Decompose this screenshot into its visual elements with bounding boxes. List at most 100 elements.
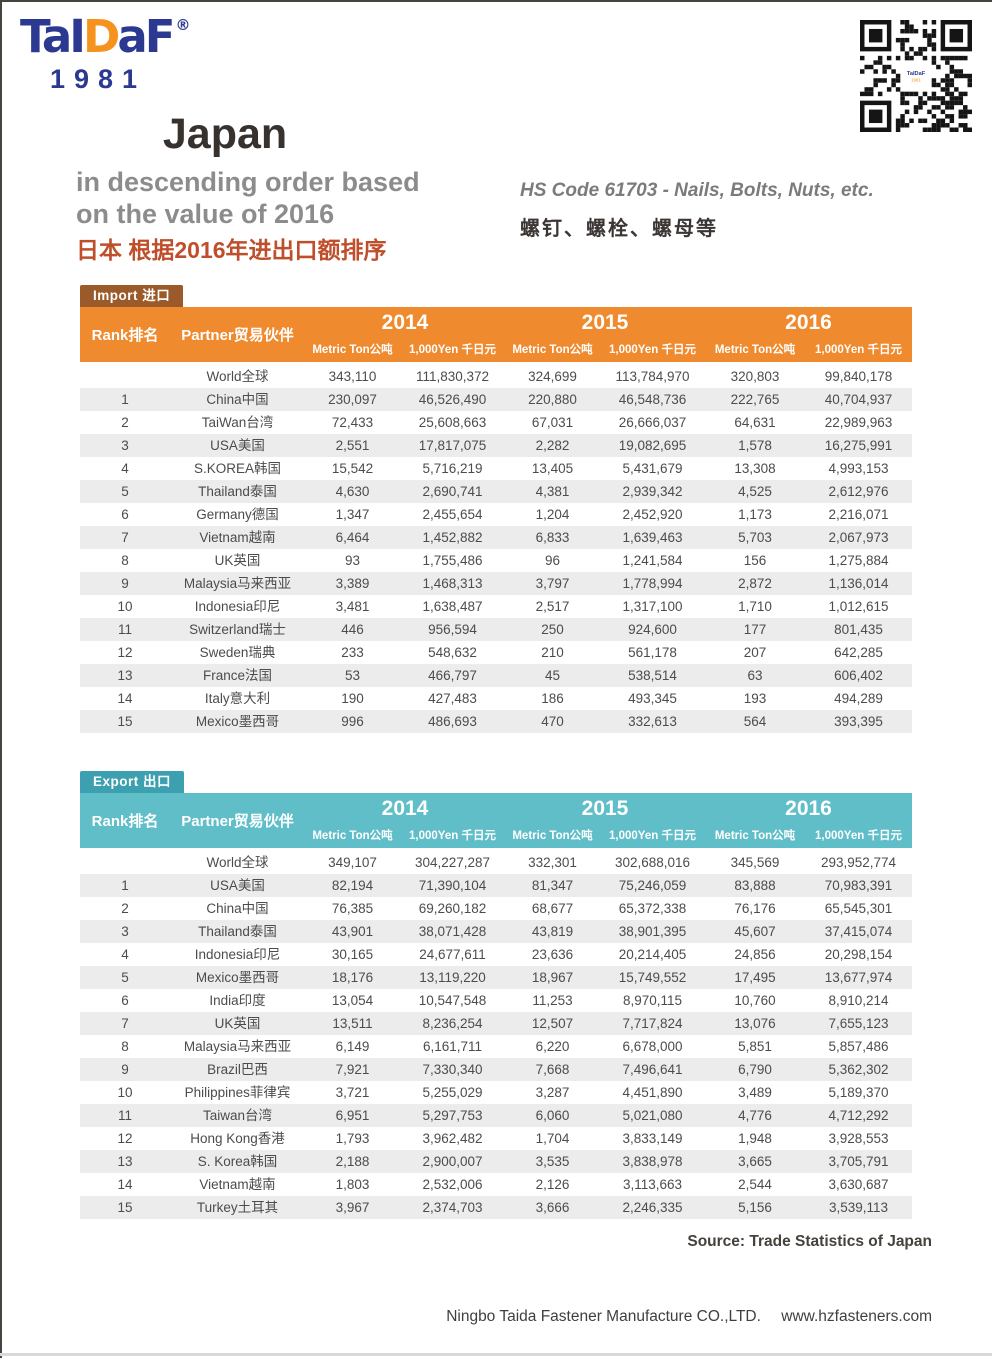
- table-row: World全球 343,110 111,830,372 324,699 113,784,…: [80, 365, 912, 388]
- partner-cell: S. Korea韩国: [197, 1154, 278, 1169]
- value-cell: 3,967: [335, 1200, 370, 1215]
- value-cell: 304,227,287: [414, 855, 491, 870]
- value-cell: 190: [341, 691, 364, 706]
- value-cell: 427,483: [428, 691, 477, 706]
- value-cell: 222,765: [730, 392, 780, 407]
- value-cell: 3,489: [738, 1085, 772, 1100]
- value-cell: 1,317,100: [622, 599, 683, 614]
- value-cell: 6,951: [335, 1108, 370, 1123]
- value-cell: 4,630: [335, 484, 370, 499]
- value-cell: 538,514: [628, 668, 677, 683]
- rank-cell: 1: [121, 878, 129, 893]
- value-cell: 4,776: [738, 1108, 772, 1123]
- value-cell: 393,395: [834, 714, 883, 729]
- partner-cell: Thailand泰国: [198, 484, 277, 499]
- value-cell: 6,060: [535, 1108, 570, 1123]
- value-cell: 1,347: [335, 507, 370, 522]
- rank-cell: 11: [117, 622, 132, 637]
- value-cell: 3,287: [535, 1085, 570, 1100]
- partner-cell: USA美国: [210, 438, 265, 453]
- rank-cell: 13: [117, 668, 133, 683]
- rank-cell: 9: [121, 1062, 129, 1077]
- year-2016-header: 2016: [785, 311, 832, 334]
- import-table: Import 进口 Rank排名 Partner贸易伙伴 2014 2015 2…: [80, 285, 912, 733]
- value-cell: 22,989,963: [824, 415, 893, 430]
- value-cell: 2,246,335: [622, 1200, 683, 1215]
- yen-header: 1,000Yen 千日元: [815, 343, 902, 356]
- value-cell: 99,840,178: [824, 369, 893, 384]
- value-cell: 293,952,774: [820, 855, 897, 870]
- year-2016-header: 2016: [785, 797, 832, 820]
- table-row: World全球 349,107 304,227,287 332,301 302,688,…: [80, 851, 912, 874]
- rank-cell: 7: [121, 1016, 129, 1031]
- rank-cell: 14: [117, 1177, 133, 1192]
- value-cell: 6,464: [335, 530, 370, 545]
- value-cell: 7,668: [535, 1062, 570, 1077]
- rank-cell: 5: [121, 484, 129, 499]
- value-cell: 2,939,342: [622, 484, 683, 499]
- partner-cell: China中国: [206, 392, 269, 407]
- export-table: Export 出口 Rank排名 Partner贸易伙伴 2014 2015 2…: [80, 771, 912, 1219]
- value-cell: 5,156: [738, 1200, 772, 1215]
- value-cell: 8,910,214: [828, 993, 889, 1008]
- value-cell: 250: [541, 622, 564, 637]
- yen-header: 1,000Yen 千日元: [815, 829, 902, 842]
- partner-cell: Indonesia印尼: [194, 599, 281, 614]
- value-cell: 343,110: [328, 369, 377, 384]
- import-table-header: Rank排名 Partner贸易伙伴 2014 2015 2016 Metric…: [80, 307, 912, 362]
- value-cell: 2,690,741: [422, 484, 483, 499]
- rank-cell: 11: [117, 1108, 132, 1123]
- rank-cell: 8: [121, 1039, 129, 1054]
- value-cell: 470: [541, 714, 564, 729]
- value-cell: 4,993,153: [828, 461, 889, 476]
- value-cell: 17,495: [734, 970, 776, 985]
- value-cell: 38,071,428: [418, 924, 487, 939]
- value-cell: 1,136,014: [828, 576, 889, 591]
- company-footer: Ningbo Taida Fastener Manufacture CO.,LT…: [446, 1308, 932, 1326]
- value-cell: 210: [541, 645, 564, 660]
- rank-cell: 6: [121, 993, 129, 1008]
- value-cell: 7,496,641: [622, 1062, 683, 1077]
- partner-cell: Brazil巴西: [207, 1062, 268, 1077]
- partner-cell: Malaysia马来西亚: [183, 576, 292, 591]
- rank-cell: 7: [121, 530, 129, 545]
- partner-cell: Italy意大利: [204, 691, 271, 706]
- value-cell: 71,390,104: [418, 878, 487, 893]
- rank-cell: 10: [117, 1085, 133, 1100]
- value-cell: 2,900,007: [422, 1154, 483, 1169]
- value-cell: 20,214,405: [618, 947, 687, 962]
- table-row: 8 UK英国 93 1,755,486 96 1,241,584 156 1,275,884: [80, 549, 912, 572]
- value-cell: 4,712,292: [828, 1108, 889, 1123]
- table-row: 2 TaiWan台湾 72,433 25,608,663 67,031 26,666,03…: [80, 411, 912, 434]
- metric-ton-header: Metric Ton公吨: [312, 343, 393, 356]
- export-tab-label: Export 出口: [80, 771, 185, 793]
- value-cell: 3,539,113: [828, 1200, 889, 1215]
- rank-cell: 2: [121, 901, 129, 916]
- value-cell: 18,176: [331, 970, 374, 985]
- value-cell: 1,578: [738, 438, 772, 453]
- partner-cell: Mexico墨西哥: [195, 714, 280, 729]
- value-cell: 486,693: [428, 714, 477, 729]
- value-cell: 1,468,313: [422, 576, 483, 591]
- export-table-body: World全球 349,107 304,227,287 332,301 302,688,…: [80, 851, 912, 1219]
- value-cell: 1,704: [535, 1131, 570, 1146]
- value-cell: 2,067,973: [828, 530, 889, 545]
- rank-column-header: Rank排名: [91, 813, 159, 830]
- table-row: 3 Thailand泰国 43,901 38,071,428 43,819 38,901,…: [80, 920, 912, 943]
- subtitle-line2: on the value of 2016: [76, 199, 335, 229]
- partner-cell: Mexico墨西哥: [195, 970, 280, 985]
- value-cell: 1,241,584: [622, 553, 683, 568]
- metric-ton-header: Metric Ton公吨: [714, 343, 796, 356]
- value-cell: 493,345: [628, 691, 677, 706]
- value-cell: 302,688,016: [614, 855, 691, 870]
- metric-ton-header: Metric Ton公吨: [312, 829, 393, 842]
- value-cell: 1,012,615: [828, 599, 889, 614]
- value-cell: 3,389: [335, 576, 370, 591]
- value-cell: 446: [341, 622, 364, 637]
- partner-cell: Malaysia马来西亚: [183, 1039, 292, 1054]
- website-url: www.hzfasteners.com: [781, 1308, 932, 1325]
- value-cell: 81,347: [531, 878, 574, 893]
- value-cell: 1,173: [738, 507, 772, 522]
- value-cell: 13,308: [734, 461, 776, 476]
- year-2014-header: 2014: [381, 797, 429, 820]
